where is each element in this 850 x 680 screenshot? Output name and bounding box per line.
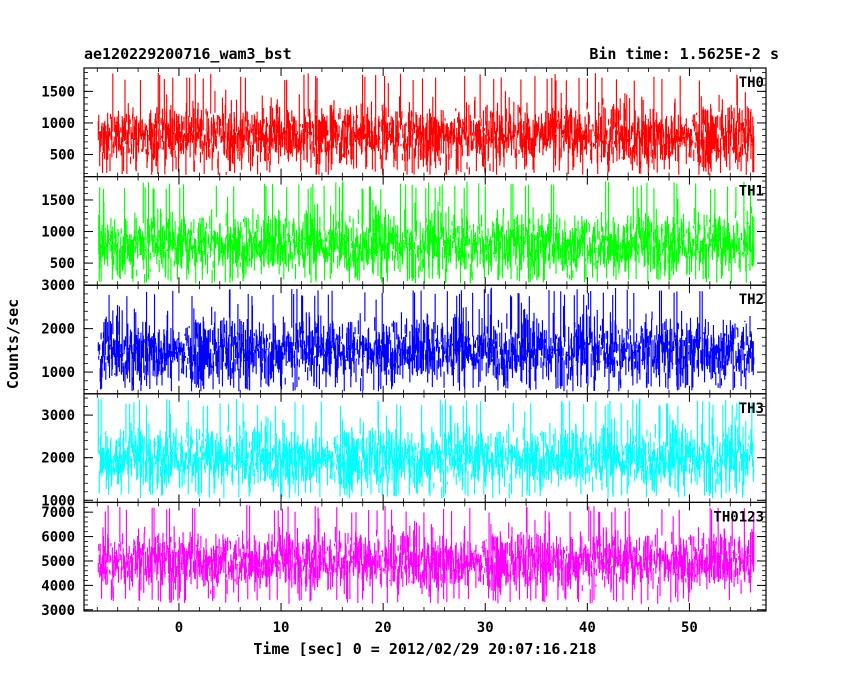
chart-title-left: ae120229200716_wam3_bst xyxy=(84,45,292,63)
x-tick-label: 40 xyxy=(579,620,596,636)
series-line-th0123 xyxy=(97,505,755,604)
series-line-th2 xyxy=(97,287,755,392)
panel-label-th0123: TH0123 xyxy=(713,509,764,525)
panel-label-th0: TH0 xyxy=(739,75,764,91)
y-tick-label: 500 xyxy=(50,148,75,164)
x-axis: 0 10 20 30 40 50 xyxy=(175,620,698,636)
panel-th2: 1000 2000 3000 TH2 xyxy=(41,278,767,395)
y-tick-label: 1000 xyxy=(41,116,75,132)
y-tick-label: 2000 xyxy=(41,322,75,338)
y-tick-label: 1000 xyxy=(41,225,75,241)
y-tick-label: 7000 xyxy=(41,505,75,521)
panel-th0123: 3000 4000 5000 6000 7000 TH0123 xyxy=(41,501,767,619)
y-tick-label: 6000 xyxy=(41,530,75,546)
y-tick-label: 1500 xyxy=(41,193,75,209)
panel-label-th2: TH2 xyxy=(739,292,764,308)
y-tick-label: 3000 xyxy=(41,408,75,424)
x-tick-label: 30 xyxy=(477,620,494,636)
x-tick-label: 10 xyxy=(273,620,290,636)
panel-frame xyxy=(83,501,767,612)
x-tick-label: 50 xyxy=(681,620,698,636)
chart-title-right: Bin time: 1.5625E-2 s xyxy=(589,45,779,63)
y-tick-label: 4000 xyxy=(41,578,75,594)
x-tick-label: 0 xyxy=(175,620,183,636)
y-tick-label: 500 xyxy=(50,256,75,272)
x-tick-label: 20 xyxy=(375,620,392,636)
panel-th1: 500 1000 1500 TH1 xyxy=(41,176,767,286)
panels-group: 500 1000 1500 TH0 500 1000 1500 TH1 1000 2000 3000… xyxy=(41,67,767,619)
panel-label-th3: TH3 xyxy=(739,401,764,417)
panel-label-th1: TH1 xyxy=(739,184,764,200)
y-axis-label: Counts/sec xyxy=(4,299,22,389)
series-line-th3 xyxy=(97,398,755,499)
y-tick-label: 1000 xyxy=(41,365,75,381)
y-tick-label: 1000 xyxy=(41,493,75,509)
panel-th3: 1000 2000 3000 TH3 xyxy=(41,393,767,509)
y-tick-label: 5000 xyxy=(41,554,75,570)
y-tick-label: 3000 xyxy=(41,603,75,619)
x-axis-label: Time [sec] 0 = 2012/02/29 20:07:16.218 xyxy=(253,640,596,658)
panel-th0: 500 1000 1500 TH0 xyxy=(41,67,767,178)
y-tick-label: 2000 xyxy=(41,451,75,467)
series-line-th0 xyxy=(97,73,755,175)
y-tick-label: 3000 xyxy=(41,278,75,294)
series-line-th1 xyxy=(97,181,755,284)
y-tick-label: 1500 xyxy=(41,84,75,100)
